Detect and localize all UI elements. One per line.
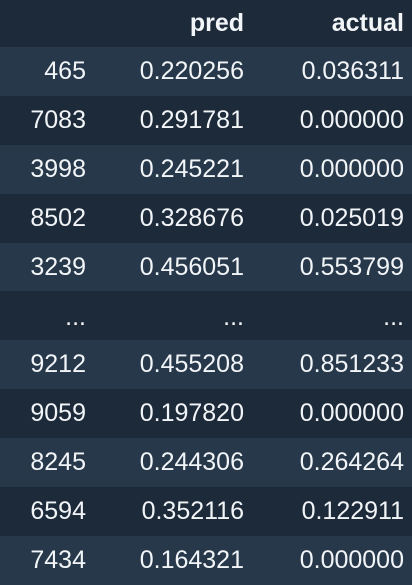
row-index: 3239 xyxy=(30,252,86,281)
table-row: 3998 0.245221 0.000000 xyxy=(0,144,412,194)
pred-column-header: pred xyxy=(189,9,244,37)
pred-cell: 0.291781 xyxy=(139,105,244,134)
actual-column-header: actual xyxy=(331,9,404,37)
actual-cell: 0.122911 xyxy=(301,496,404,525)
row-index: 6594 xyxy=(30,496,86,525)
actual-cell: 0.025019 xyxy=(299,203,404,232)
pred-cell: 0.328676 xyxy=(139,203,244,232)
pred-cell: 0.220256 xyxy=(139,56,244,85)
table-row: 7434 0.164321 0.000000 xyxy=(0,535,412,585)
actual-cell: 0.000000 xyxy=(299,105,404,134)
row-index: ... xyxy=(65,303,86,332)
pred-cell: 0.455208 xyxy=(139,350,244,379)
table-row: 6594 0.352116 0.122911 xyxy=(0,487,412,536)
actual-cell: 0.553799 xyxy=(299,252,404,281)
table-body: 465 0.220256 0.036311 7083 0.291781 0.00… xyxy=(0,47,412,585)
pred-cell: ... xyxy=(223,303,244,332)
row-index: 8245 xyxy=(30,448,86,477)
row-index: 3998 xyxy=(30,154,86,183)
actual-cell: 0.000000 xyxy=(299,399,404,428)
actual-cell: 0.000000 xyxy=(299,545,404,574)
row-index: 7434 xyxy=(30,545,86,574)
index-header xyxy=(0,0,86,47)
row-index: 9059 xyxy=(30,399,86,428)
actual-cell: 0.264264 xyxy=(299,448,404,477)
table-row: 9059 0.197820 0.000000 xyxy=(0,389,412,439)
pred-cell: 0.244306 xyxy=(139,448,244,477)
actual-cell: 0.851233 xyxy=(299,350,404,379)
actual-cell: 0.000000 xyxy=(299,154,404,183)
row-index: 465 xyxy=(44,56,86,85)
table-row: 8245 0.244306 0.264264 xyxy=(0,438,412,488)
pred-cell: 0.245221 xyxy=(139,154,244,183)
table-header-row: pred actual xyxy=(0,0,412,47)
row-index: 9212 xyxy=(30,350,86,379)
pred-cell: 0.352116 xyxy=(141,496,244,525)
table-row: 7083 0.291781 0.000000 xyxy=(0,95,412,145)
table-row: 9212 0.455208 0.851233 xyxy=(0,340,412,390)
table-row: 465 0.220256 0.036311 xyxy=(0,47,412,96)
table-row: 8502 0.328676 0.025019 xyxy=(0,193,412,243)
pred-cell: 0.164321 xyxy=(139,545,244,574)
actual-cell: ... xyxy=(383,303,404,332)
pred-cell: 0.456051 xyxy=(139,252,244,281)
pred-cell: 0.197820 xyxy=(139,399,244,428)
row-index: 7083 xyxy=(30,105,86,134)
row-index: 8502 xyxy=(30,203,86,232)
actual-cell: 0.036311 xyxy=(301,56,404,85)
table-row: 3239 0.456051 0.553799 xyxy=(0,242,412,292)
ellipsis-row: ... ... ... xyxy=(0,291,412,341)
